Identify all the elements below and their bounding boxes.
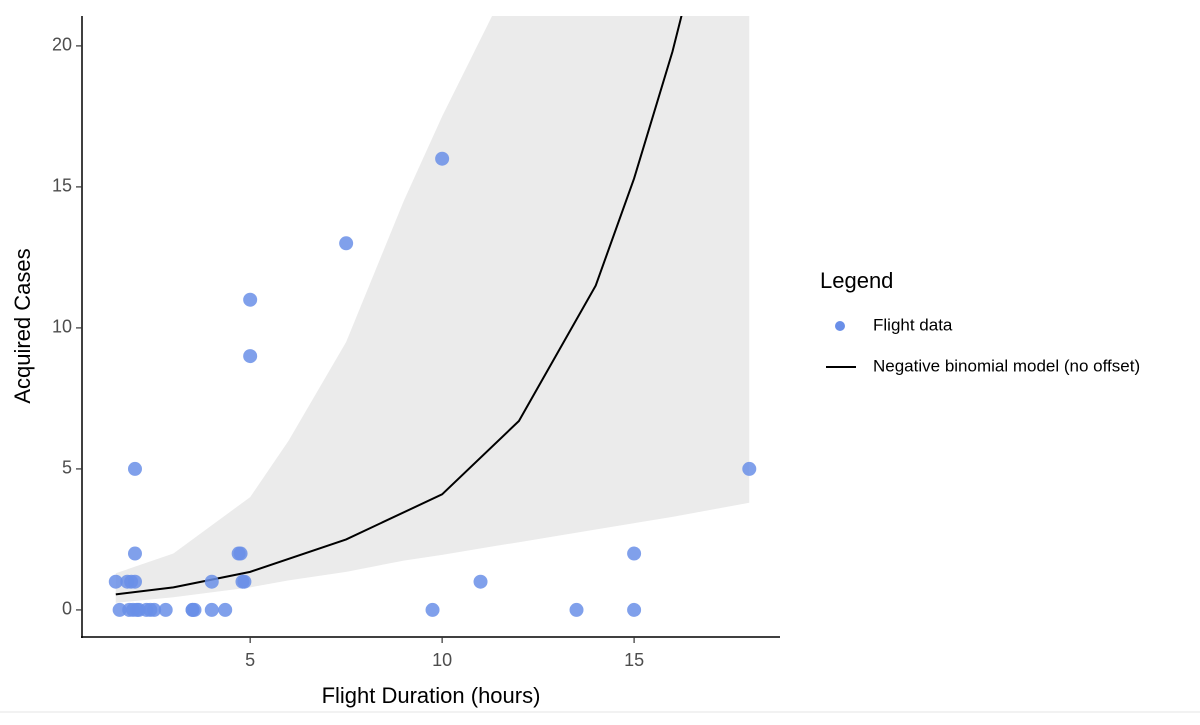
data-point: [127, 461, 142, 476]
data-point: [233, 546, 248, 561]
data-point: [204, 574, 219, 589]
data-point: [339, 236, 354, 251]
data-point: [218, 602, 233, 617]
y-tick-label: 10: [52, 317, 72, 337]
data-point: [204, 602, 219, 617]
y-axis-title: Acquired Cases: [10, 248, 35, 403]
data-point: [147, 602, 162, 617]
plot-area: [108, 16, 757, 617]
y-tick-label: 0: [62, 599, 72, 619]
x-tick-label: 15: [624, 650, 644, 670]
data-point: [158, 602, 173, 617]
data-point: [243, 292, 258, 307]
data-point: [742, 461, 757, 476]
data-point: [127, 574, 142, 589]
data-point: [237, 574, 252, 589]
y-tick-label: 5: [62, 458, 72, 478]
x-tick-label: 5: [245, 650, 255, 670]
x-axis-title: Flight Duration (hours): [322, 683, 541, 708]
data-point: [569, 602, 584, 617]
data-point: [473, 574, 488, 589]
legend-symbol: [835, 321, 845, 331]
data-point: [108, 574, 123, 589]
confidence-band: [115, 16, 750, 603]
legend-label: Negative binomial model (no offset): [873, 356, 1140, 375]
x-tick-label: 10: [432, 650, 452, 670]
data-point: [112, 602, 127, 617]
legend-label: Flight data: [873, 315, 953, 334]
data-point: [627, 602, 642, 617]
data-point: [187, 602, 202, 617]
data-point: [425, 602, 440, 617]
data-point: [243, 349, 258, 364]
y-tick-label: 20: [52, 35, 72, 55]
data-point: [435, 151, 450, 166]
y-tick-label: 15: [52, 176, 72, 196]
data-point: [127, 546, 142, 561]
data-point: [627, 546, 642, 561]
legend-title: Legend: [820, 268, 893, 293]
